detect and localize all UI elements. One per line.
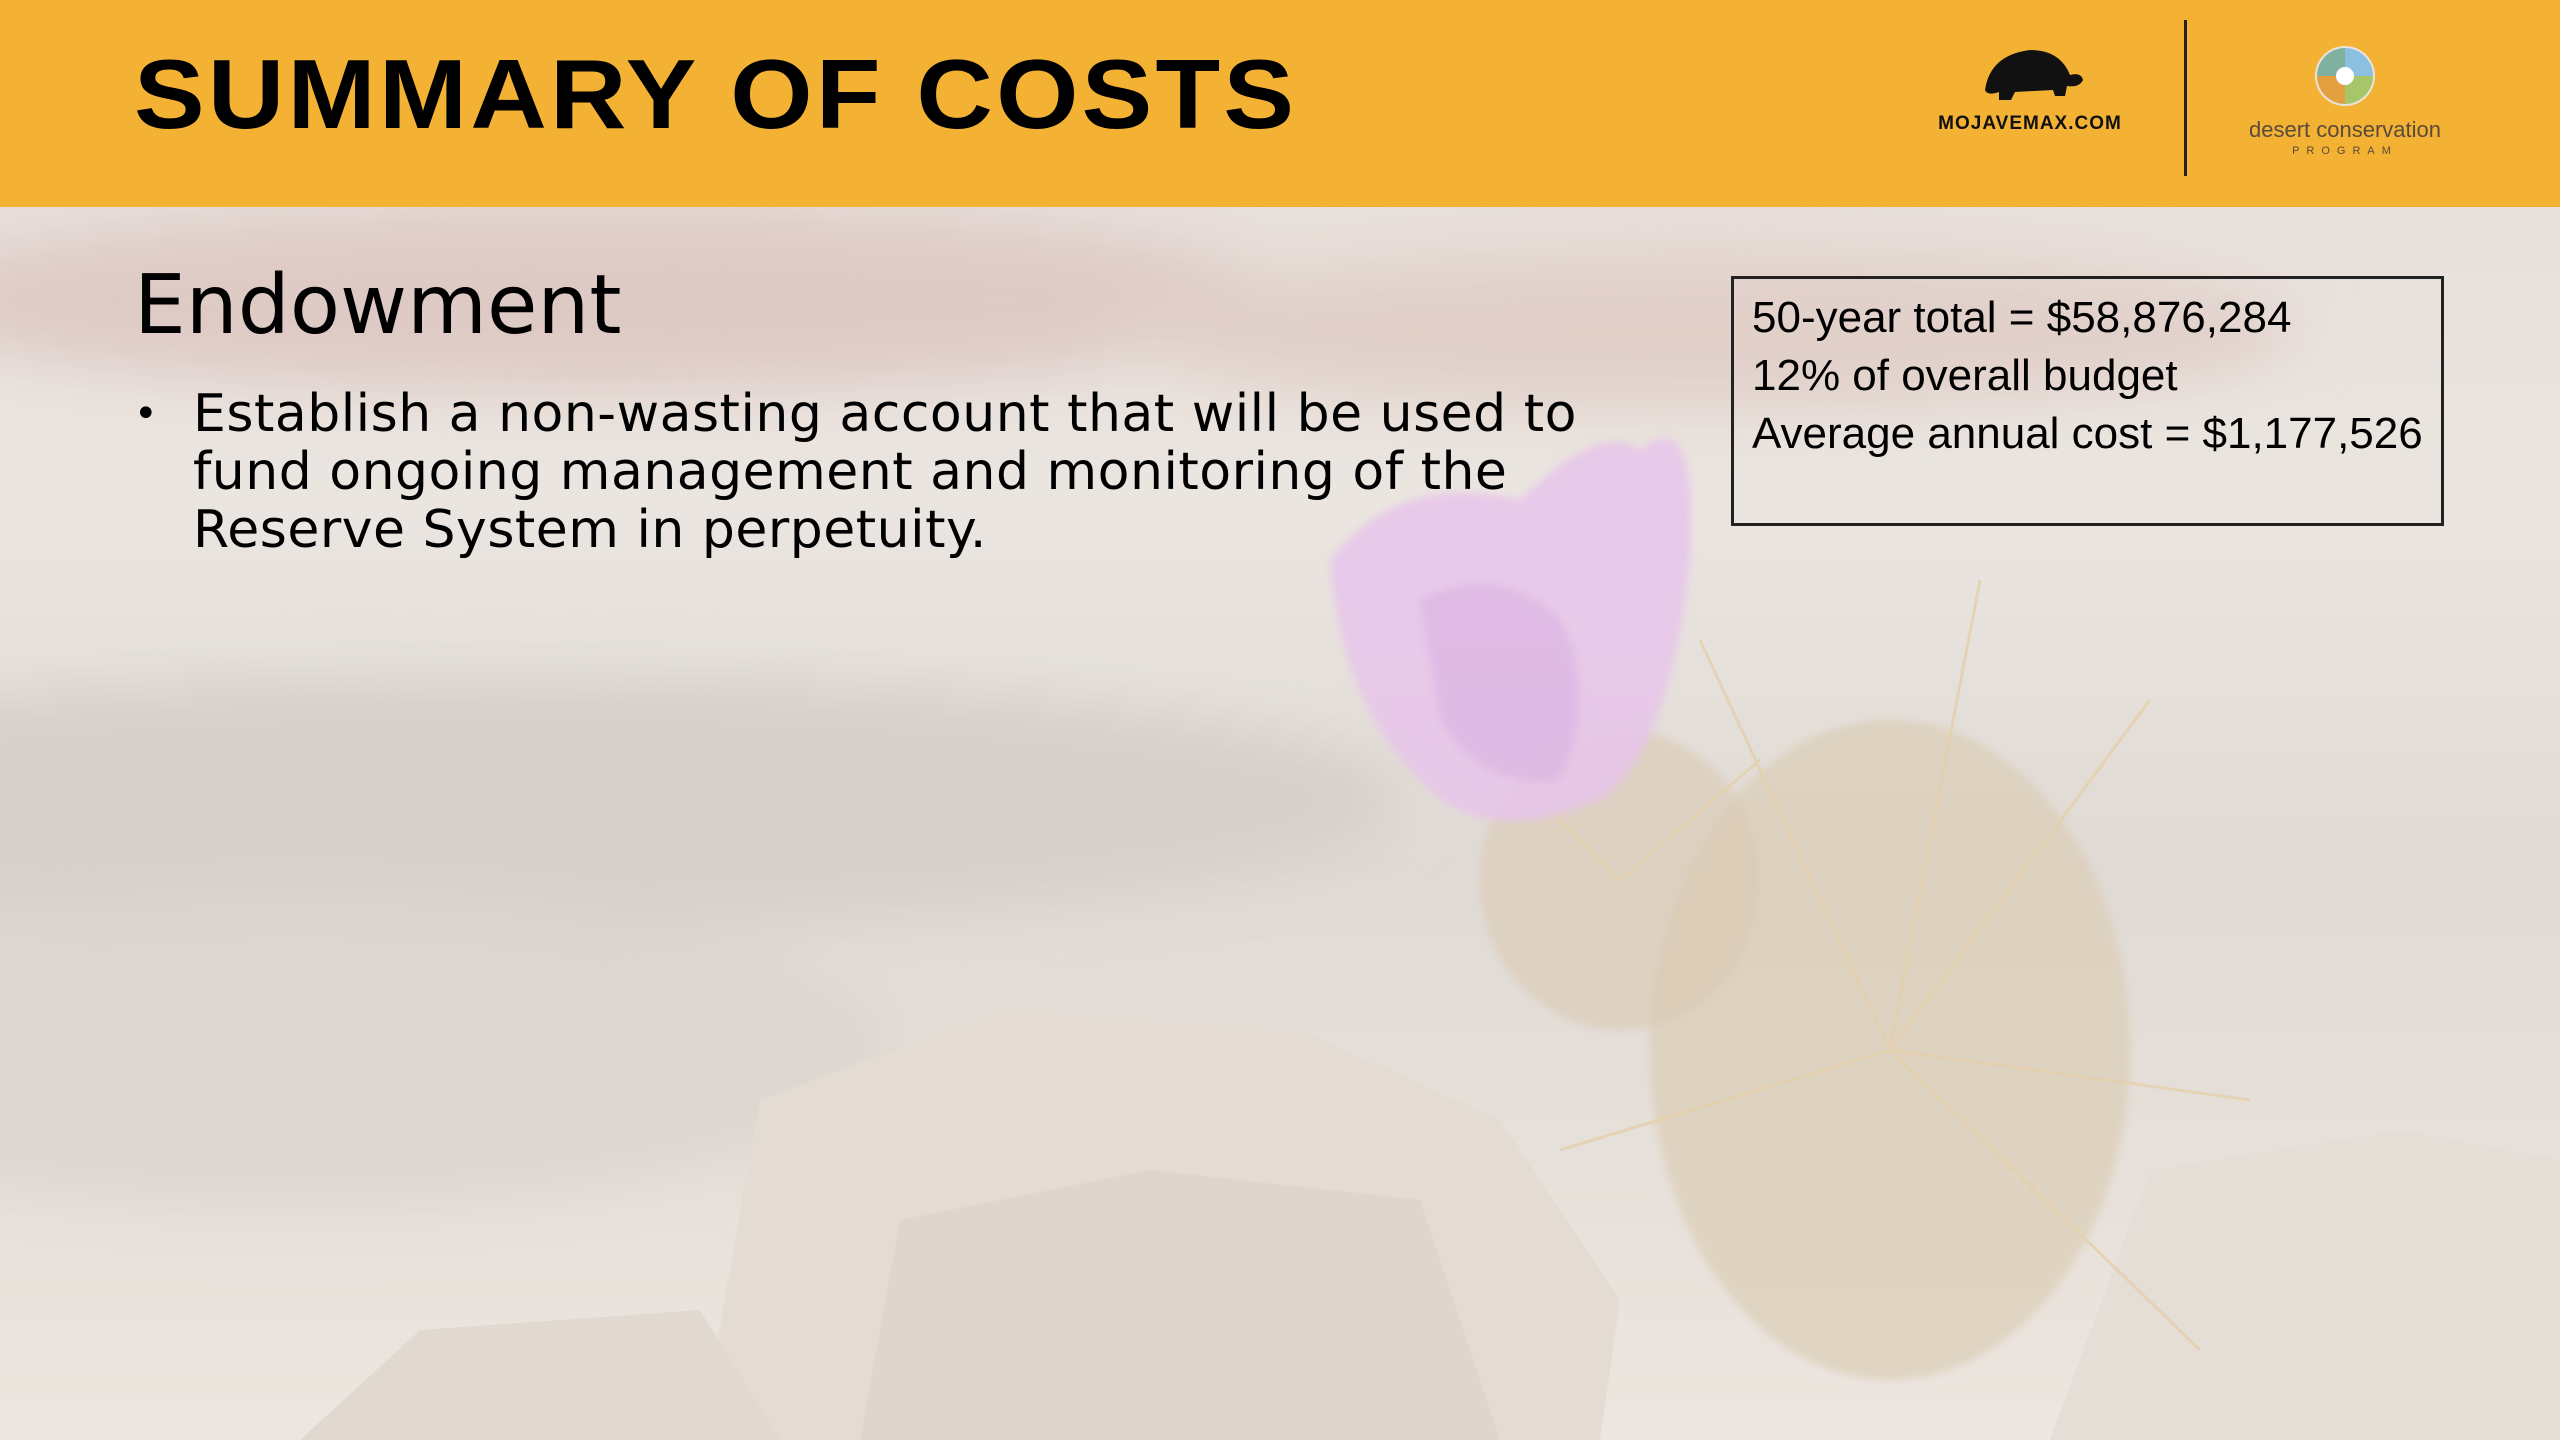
fade-overlay	[0, 0, 2560, 1440]
callout-line: 12% of overall budget	[1752, 347, 2441, 405]
callout-line: Average annual cost = $1,177,526	[1752, 405, 2441, 463]
background-photo	[0, 0, 2560, 1440]
tortoise-icon	[1975, 40, 2085, 102]
dcp-logo[interactable]: desert conservation PROGRAM	[2230, 44, 2460, 157]
logo-divider	[2184, 20, 2187, 176]
slide: SUMMARY OF COSTS MOJAVEMAX.COM desert co…	[0, 0, 2560, 1440]
logo-text: desert conservation	[2230, 117, 2460, 143]
slide-title: SUMMARY OF COSTS	[134, 38, 1297, 151]
logo-text: MOJAVEMAX.COM	[1920, 113, 2140, 135]
header-bar: SUMMARY OF COSTS MOJAVEMAX.COM desert co…	[0, 0, 2560, 207]
logo-subtext: PROGRAM	[2230, 145, 2460, 157]
dcp-icon	[2313, 44, 2377, 108]
callout-line: 50-year total = $58,876,284	[1752, 289, 2441, 347]
section-heading: Endowment	[134, 258, 622, 353]
mojavemax-logo[interactable]: MOJAVEMAX.COM	[1920, 40, 2140, 135]
bullet-list: Establish a non-wasting account that wil…	[134, 385, 1604, 559]
bullet-item: Establish a non-wasting account that wil…	[134, 385, 1604, 559]
